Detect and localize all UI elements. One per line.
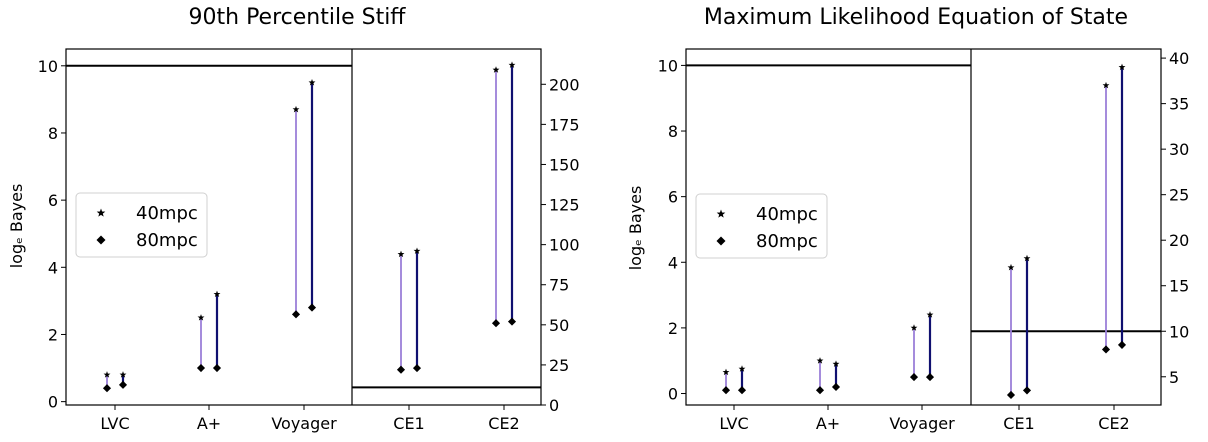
y-tick-label-left: 10	[38, 57, 58, 76]
diamond-marker	[1101, 345, 1111, 354]
x-tick-label: Voyager	[889, 414, 955, 433]
x-tick-label: CE2	[1098, 414, 1129, 433]
y-tick-label-left: 2	[48, 325, 58, 344]
chart-panel-stiff: 90th Percentile Stiff logₑ Bayes 0 2 4 6 8 10…	[7, 5, 580, 433]
x-tick-label: CE1	[393, 414, 424, 433]
legend: 40mpc 80mpc	[695, 193, 828, 259]
y-tick-label-left: 6	[48, 191, 58, 210]
diamond-marker	[307, 303, 317, 312]
diamond-marker	[1022, 386, 1032, 395]
plot-area: 0 2 4 6 8 10 5 10 15 20 25 30 35 40 LVC A+ Voyager CE1 CE2	[658, 48, 1189, 433]
diamond-marker	[721, 386, 731, 395]
diamond-marker	[396, 365, 406, 374]
y-axis-label: logₑ Bayes	[626, 186, 645, 271]
y-tick-label-left: 4	[48, 258, 58, 277]
y-axis-label: logₑ Bayes	[7, 184, 26, 269]
diamond-marker	[491, 319, 501, 328]
diamond-marker	[925, 373, 935, 382]
diamond-marker	[291, 310, 301, 319]
y-tick-label-right: 150	[549, 155, 580, 174]
diamond-marker	[196, 364, 206, 373]
diamond-marker	[831, 382, 841, 392]
y-tick-label-left: 8	[48, 124, 58, 143]
y-tick-label-right: 35	[1169, 95, 1189, 114]
x-tick-label: CE1	[1003, 414, 1034, 433]
diamond-marker	[412, 364, 422, 373]
legend-box	[695, 193, 828, 259]
legend-label-40mpc: 40mpc	[756, 204, 818, 225]
diamond-marker	[737, 386, 747, 395]
x-tick-label: LVC	[100, 414, 129, 433]
legend-box	[75, 192, 208, 258]
chart-title: Maximum Likelihood Equation of State	[704, 5, 1128, 30]
y-tick-label-right: 40	[1169, 49, 1189, 68]
y-tick-label-right: 10	[1169, 322, 1189, 341]
chart-title: 90th Percentile Stiff	[189, 5, 407, 30]
legend-label-40mpc: 40mpc	[136, 203, 198, 224]
y-tick-label-right: 20	[1169, 231, 1189, 250]
y-tick-label-left: 10	[658, 56, 678, 75]
y-tick-label-left: 8	[668, 122, 678, 141]
x-tick-label: A+	[197, 414, 221, 433]
y-tick-label-right: 50	[549, 316, 569, 335]
y-tick-label-left: 0	[668, 385, 678, 404]
y-tick-label-right: 15	[1169, 277, 1189, 296]
diamond-marker	[1117, 340, 1127, 349]
diamond-marker	[212, 364, 222, 373]
legend-label-80mpc: 80mpc	[756, 231, 818, 252]
y-tick-label-right: 175	[549, 115, 580, 134]
y-tick-label-left: 4	[668, 253, 678, 272]
y-tick-label-right: 30	[1169, 140, 1189, 159]
diamond-marker	[102, 384, 112, 393]
legend-label-80mpc: 80mpc	[136, 230, 198, 251]
x-tick-label: Voyager	[271, 414, 337, 433]
diamond-marker	[1006, 390, 1016, 400]
chart-panel-max-likelihood: Maximum Likelihood Equation of State log…	[626, 5, 1189, 433]
y-tick-label-left: 6	[668, 188, 678, 207]
y-tick-label-right: 25	[1169, 186, 1189, 205]
y-tick-label-right: 0	[549, 396, 559, 415]
y-tick-label-right: 200	[549, 75, 580, 94]
diamond-marker	[815, 386, 825, 395]
legend: 40mpc 80mpc	[75, 192, 208, 258]
y-tick-label-left: 2	[668, 319, 678, 338]
x-tick-label: CE2	[488, 414, 519, 433]
y-tick-label-right: 125	[549, 196, 580, 215]
y-tick-label-right: 75	[549, 276, 569, 295]
x-tick-label: A+	[816, 414, 840, 433]
axes-frame	[685, 48, 1162, 406]
y-tick-label-right: 5	[1169, 368, 1179, 387]
diamond-marker	[118, 380, 128, 389]
x-tick-label: LVC	[719, 414, 748, 433]
diamond-marker	[909, 373, 919, 382]
y-tick-label-left: 0	[48, 393, 58, 412]
y-tick-label-right: 25	[549, 356, 569, 375]
y-tick-label-right: 100	[549, 236, 580, 255]
diamond-marker	[507, 317, 517, 326]
